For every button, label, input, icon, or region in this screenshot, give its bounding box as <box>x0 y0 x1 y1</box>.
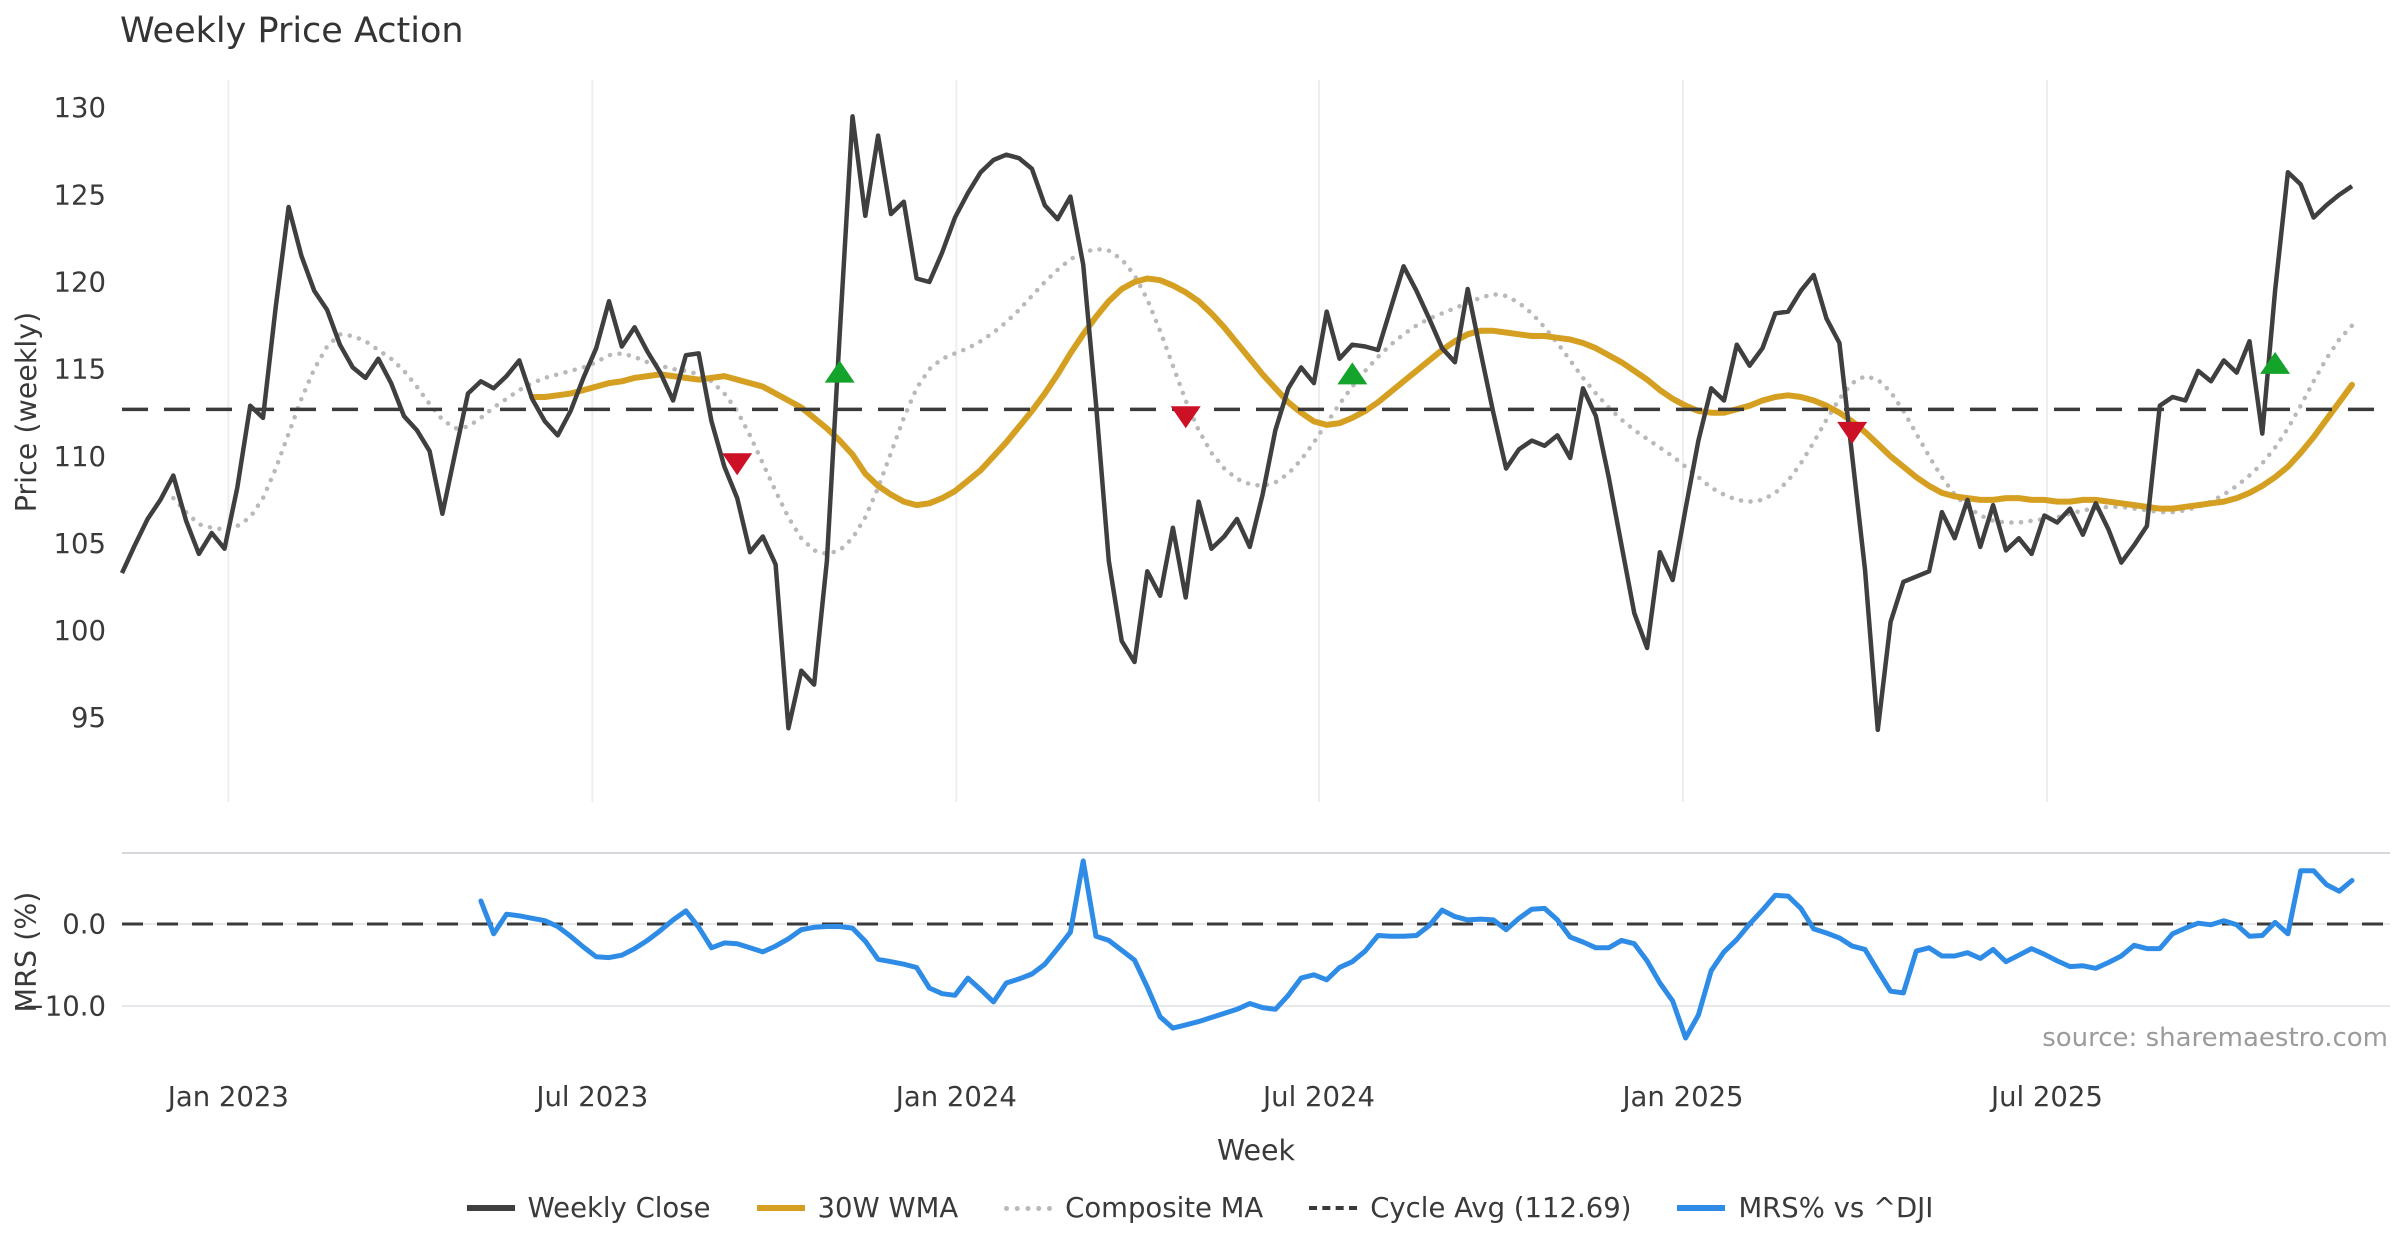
buy-signal-marker <box>824 360 855 383</box>
sell-signal-marker <box>722 453 753 476</box>
sell-signal-marker <box>1837 421 1868 444</box>
legend-label: MRS% vs ^DJI <box>1738 1192 1934 1224</box>
svg-text:95: 95 <box>71 702 106 734</box>
y-axis-label-price: Price (weekly) <box>10 312 43 513</box>
svg-text:Jul 2025: Jul 2025 <box>1989 1081 2103 1113</box>
legend-label: Weekly Close <box>527 1192 711 1224</box>
legend-item-weekly-close: Weekly Close <box>466 1192 711 1224</box>
svg-text:125: 125 <box>54 179 107 211</box>
legend-item-30w-wma: 30W WMA <box>756 1192 959 1224</box>
chart-legend: Weekly Close 30W WMA Composite MA Cycle Avg… <box>0 1192 2400 1224</box>
buy-signal-marker <box>1337 362 1368 385</box>
legend-label: Cycle Avg (112.69) <box>1370 1192 1632 1224</box>
signal-markers-layer <box>722 351 2291 476</box>
legend-item-cycle-avg-112-69-: Cycle Avg (112.69) <box>1309 1192 1631 1224</box>
svg-text:Jul 2024: Jul 2024 <box>1261 1081 1375 1113</box>
legend-label: Composite MA <box>1065 1192 1264 1224</box>
chart-title: Weekly Price Action <box>120 11 464 51</box>
svg-text:Jan 2025: Jan 2025 <box>1620 1081 1743 1113</box>
svg-text:105: 105 <box>54 528 107 560</box>
x-axis-label: Week <box>1217 1134 1296 1167</box>
y-axis-label-mrs: MRS (%) <box>10 892 43 1013</box>
gridlines-layer <box>122 80 2390 1007</box>
svg-text:−10.0: −10.0 <box>22 991 106 1023</box>
svg-text:120: 120 <box>54 266 107 298</box>
legend-item-mrs-vs-dji: MRS% vs ^DJI <box>1677 1192 1933 1224</box>
buy-signal-marker <box>2260 351 2291 374</box>
legend-swatch <box>756 1205 805 1211</box>
legend-swatch <box>1309 1206 1358 1210</box>
series-layer <box>119 114 2390 1041</box>
svg-text:110: 110 <box>54 441 107 473</box>
source-attribution: source: sharemaestro.com <box>2042 1023 2388 1053</box>
legend-item-composite-ma: Composite MA <box>1004 1192 1263 1224</box>
tick-labels-layer: 130 125 120 115 110 105 100 95 0.0 −10.0 Jan 2023 J… <box>22 92 2103 1113</box>
svg-text:0.0: 0.0 <box>62 909 106 941</box>
svg-text:Jan 2023: Jan 2023 <box>166 1081 289 1113</box>
legend-label: 30W WMA <box>817 1192 959 1224</box>
legend-swatch <box>1677 1205 1726 1211</box>
svg-text:Jul 2023: Jul 2023 <box>534 1081 648 1113</box>
sell-signal-marker <box>1170 406 1201 429</box>
svg-text:100: 100 <box>54 615 107 647</box>
legend-swatch <box>466 1205 515 1211</box>
svg-text:Jan 2024: Jan 2024 <box>894 1081 1017 1113</box>
svg-text:130: 130 <box>54 92 107 124</box>
legend-swatch <box>1004 1205 1053 1211</box>
svg-text:115: 115 <box>54 354 107 386</box>
